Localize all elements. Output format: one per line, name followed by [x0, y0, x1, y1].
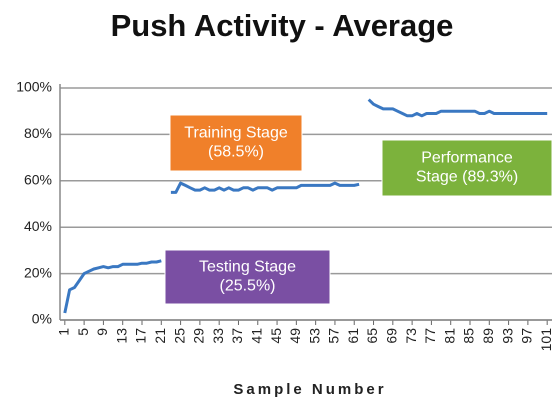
- x-tick-label: 97: [519, 328, 535, 344]
- annotation-box: [381, 139, 553, 197]
- annotation-text: Testing Stage: [199, 259, 296, 276]
- x-tick-label: 25: [171, 328, 187, 344]
- x-tick-label: 21: [152, 328, 168, 344]
- x-tick-label: 73: [403, 328, 419, 344]
- y-tick-label: 0%: [32, 311, 52, 327]
- x-tick-label: 53: [306, 328, 322, 344]
- x-tick-label: 17: [133, 328, 149, 344]
- x-tick-label: 41: [248, 328, 264, 344]
- x-tick-label: 45: [268, 328, 284, 344]
- y-tick-label: 80%: [24, 125, 52, 141]
- x-tick-label: 65: [364, 328, 380, 344]
- x-tick-label: 1: [56, 328, 72, 336]
- chart-title: Push Activity - Average: [111, 8, 454, 43]
- x-tick-label: 69: [384, 328, 400, 344]
- x-tick-label: 5: [75, 328, 91, 336]
- annotation-text: (58.5%): [208, 144, 264, 161]
- x-tick-label: 57: [326, 328, 342, 344]
- x-axis-label: Sample Number: [233, 381, 386, 398]
- x-tick-label: 85: [461, 328, 477, 344]
- data-line: [63, 98, 548, 314]
- y-tick-label: 20%: [24, 264, 52, 280]
- y-tick-label: 60%: [24, 172, 52, 188]
- x-tick-label: 93: [499, 328, 515, 344]
- annotation-text: Stage (89.3%): [416, 169, 518, 186]
- x-tick-label: 33: [210, 328, 226, 344]
- annotation-text: Training Stage: [184, 125, 288, 142]
- x-tick-label: 9: [94, 328, 110, 336]
- annotation-text: (25.5%): [219, 278, 275, 295]
- annotation-text: Performance: [421, 150, 513, 167]
- x-tick-label: 81: [441, 328, 457, 344]
- y-tick-label: 40%: [24, 218, 52, 234]
- y-tick-label: 100%: [16, 79, 52, 95]
- x-tick-label: 77: [422, 328, 438, 344]
- x-tick-label: 89: [480, 328, 496, 344]
- x-tick-label: 13: [113, 328, 129, 344]
- x-tick-label: 61: [345, 328, 361, 344]
- x-tick-label: 101: [538, 328, 554, 352]
- x-tick-label: 49: [287, 328, 303, 344]
- annotation-box: [164, 249, 331, 305]
- x-tick-label: 37: [229, 328, 245, 344]
- x-tick-label: 29: [191, 328, 207, 344]
- annotation-box: [169, 114, 303, 172]
